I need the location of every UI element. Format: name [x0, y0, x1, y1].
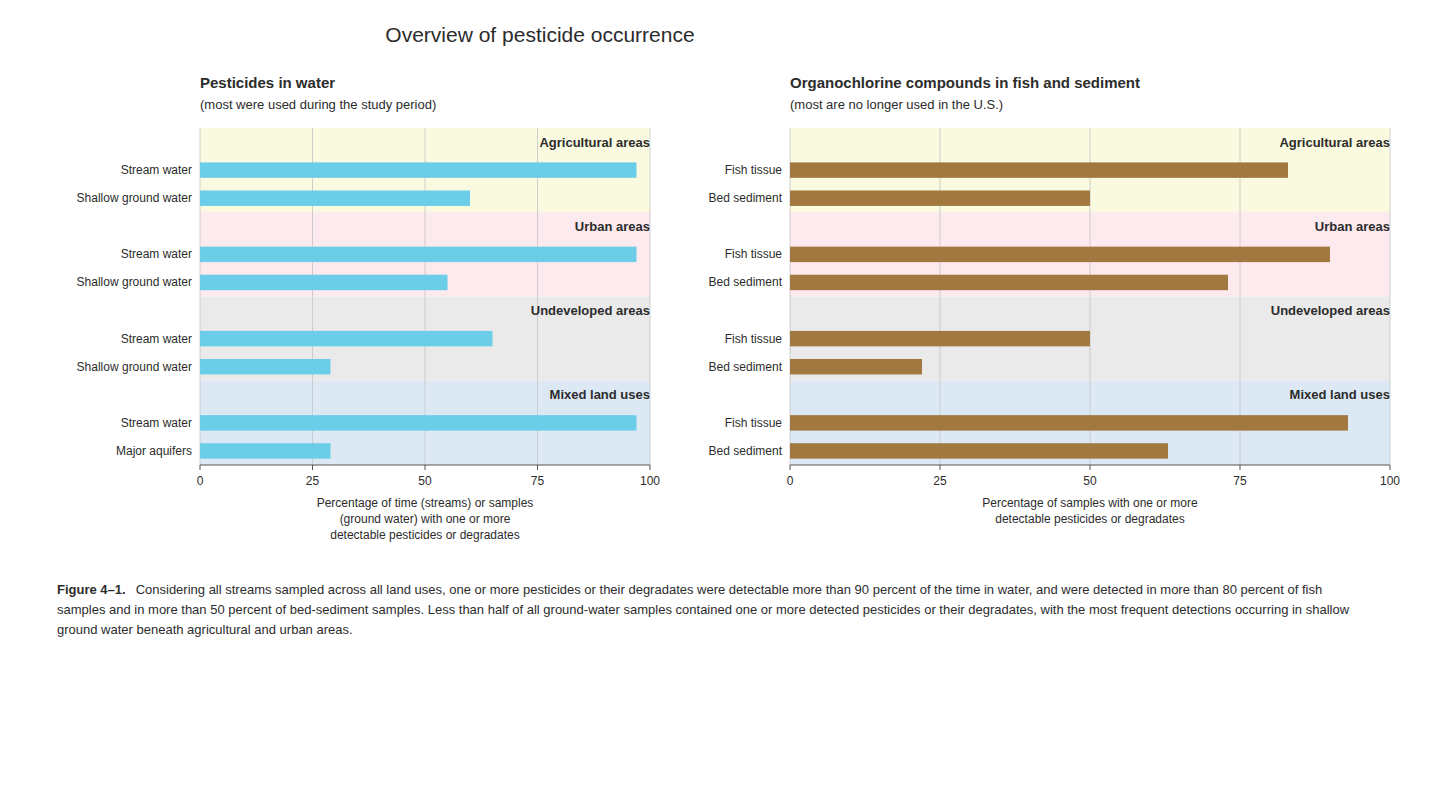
grid-line [1390, 128, 1391, 465]
group-label: Urban areas [1315, 219, 1390, 234]
tick-label: 75 [531, 474, 545, 488]
bar [790, 443, 1168, 458]
bar [790, 415, 1348, 430]
tick-mark [790, 465, 791, 470]
grid-line [650, 128, 651, 465]
bar [790, 359, 922, 374]
tick-mark [537, 465, 538, 470]
grid-line [1090, 128, 1091, 465]
tick-label: 50 [418, 474, 432, 488]
tick-label: 100 [1380, 474, 1400, 488]
category-label: Bed sediment [709, 444, 783, 458]
caption-text: Considering all streams sampled across a… [57, 582, 1349, 637]
x-axis-label: Percentage of samples with one or morede… [982, 496, 1198, 526]
tick-label: 25 [306, 474, 320, 488]
grid-line [425, 128, 426, 465]
grid-line [537, 128, 538, 465]
category-label: Fish tissue [725, 247, 783, 261]
caption-label: Figure 4–1. [57, 582, 126, 597]
tick-label: 100 [640, 474, 660, 488]
caption: Figure 4–1.Considering all streams sampl… [57, 580, 1367, 640]
group-label: Undeveloped areas [1271, 303, 1390, 318]
tick-label: 50 [1083, 474, 1097, 488]
category-label: Stream water [121, 163, 192, 177]
bar [200, 415, 637, 430]
panel-title: Organochlorine compounds in fish and sed… [790, 74, 1140, 91]
category-label: Bed sediment [709, 191, 783, 205]
tick-mark [1390, 465, 1391, 470]
bar [790, 162, 1288, 177]
bar [790, 331, 1090, 346]
grid-line [200, 128, 201, 465]
panel-subtitle: (most are no longer used in the U.S.) [790, 97, 1003, 112]
group-label: Mixed land uses [1290, 387, 1390, 402]
bar [200, 331, 493, 346]
bars [790, 162, 1348, 458]
panel: Pesticides in water (most were used durin… [77, 74, 661, 542]
group-label: Undeveloped areas [531, 303, 650, 318]
tick-mark [1240, 465, 1241, 470]
bar [200, 190, 470, 205]
group-label: Mixed land uses [550, 387, 650, 402]
group-label: Agricultural areas [1279, 135, 1390, 150]
panel-title: Pesticides in water [200, 74, 335, 91]
category-label: Stream water [121, 247, 192, 261]
bar [790, 190, 1090, 205]
tick-label: 25 [933, 474, 947, 488]
group-label: Agricultural areas [539, 135, 650, 150]
category-label: Shallow ground water [77, 360, 192, 374]
tick-label: 0 [787, 474, 794, 488]
category-label: Stream water [121, 332, 192, 346]
bar [790, 247, 1330, 262]
grid-line [790, 128, 791, 465]
category-label: Fish tissue [725, 416, 783, 430]
title: Overview of pesticide occurrence [385, 23, 694, 46]
tick-mark [200, 465, 201, 470]
x-axis-label: Percentage of time (streams) or samples(… [317, 496, 534, 542]
category-label: Shallow ground water [77, 275, 192, 289]
panel-subtitle: (most were used during the study period) [200, 97, 436, 112]
bar [200, 247, 637, 262]
chart-canvas: Overview of pesticide occurrence Pesticid… [0, 0, 1431, 575]
category-label: Shallow ground water [77, 191, 192, 205]
category-label: Major aquifers [116, 444, 192, 458]
tick-label: 75 [1233, 474, 1247, 488]
panel: Organochlorine compounds in fish and sed… [709, 74, 1401, 526]
bar [790, 275, 1228, 290]
grid-line [312, 128, 313, 465]
tick-mark [312, 465, 313, 470]
grid-line [940, 128, 941, 465]
group-label: Urban areas [575, 219, 650, 234]
category-label: Fish tissue [725, 163, 783, 177]
bar [200, 359, 331, 374]
bar [200, 275, 448, 290]
tick-label: 0 [197, 474, 204, 488]
tick-mark [425, 465, 426, 470]
grid-line [1240, 128, 1241, 465]
bar [200, 443, 331, 458]
category-label: Bed sediment [709, 360, 783, 374]
category-label: Stream water [121, 416, 192, 430]
tick-mark [650, 465, 651, 470]
category-label: Fish tissue [725, 332, 783, 346]
tick-mark [940, 465, 941, 470]
category-label: Bed sediment [709, 275, 783, 289]
bar [200, 162, 637, 177]
tick-mark [1090, 465, 1091, 470]
